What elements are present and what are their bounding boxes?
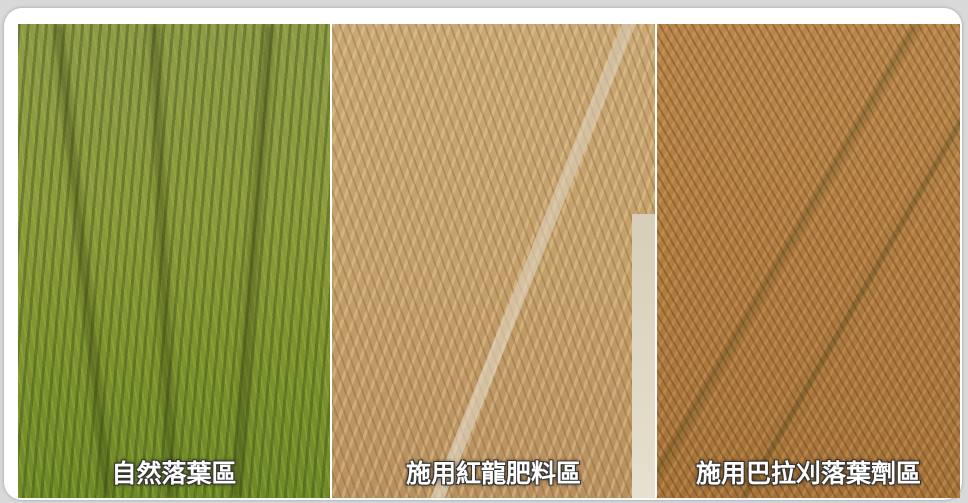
photo-panel: 自然落葉區 (18, 24, 330, 498)
crop-row-shadow (53, 24, 113, 498)
panel-caption: 自然落葉區 (111, 459, 237, 488)
panel-caption: 施用紅龍肥料區 (405, 459, 581, 488)
concrete-ridge (632, 214, 655, 498)
crop-row-shadow (740, 24, 960, 498)
crop-row-shadow (149, 24, 177, 498)
photo-panel: 施用巴拉刈落葉劑區 (657, 24, 960, 498)
photo-panel: 施用紅龍肥料區 (332, 24, 655, 498)
field-path (428, 24, 636, 498)
crop-row-shadow (231, 24, 275, 498)
panel-caption: 施用巴拉刈落葉劑區 (695, 459, 921, 488)
